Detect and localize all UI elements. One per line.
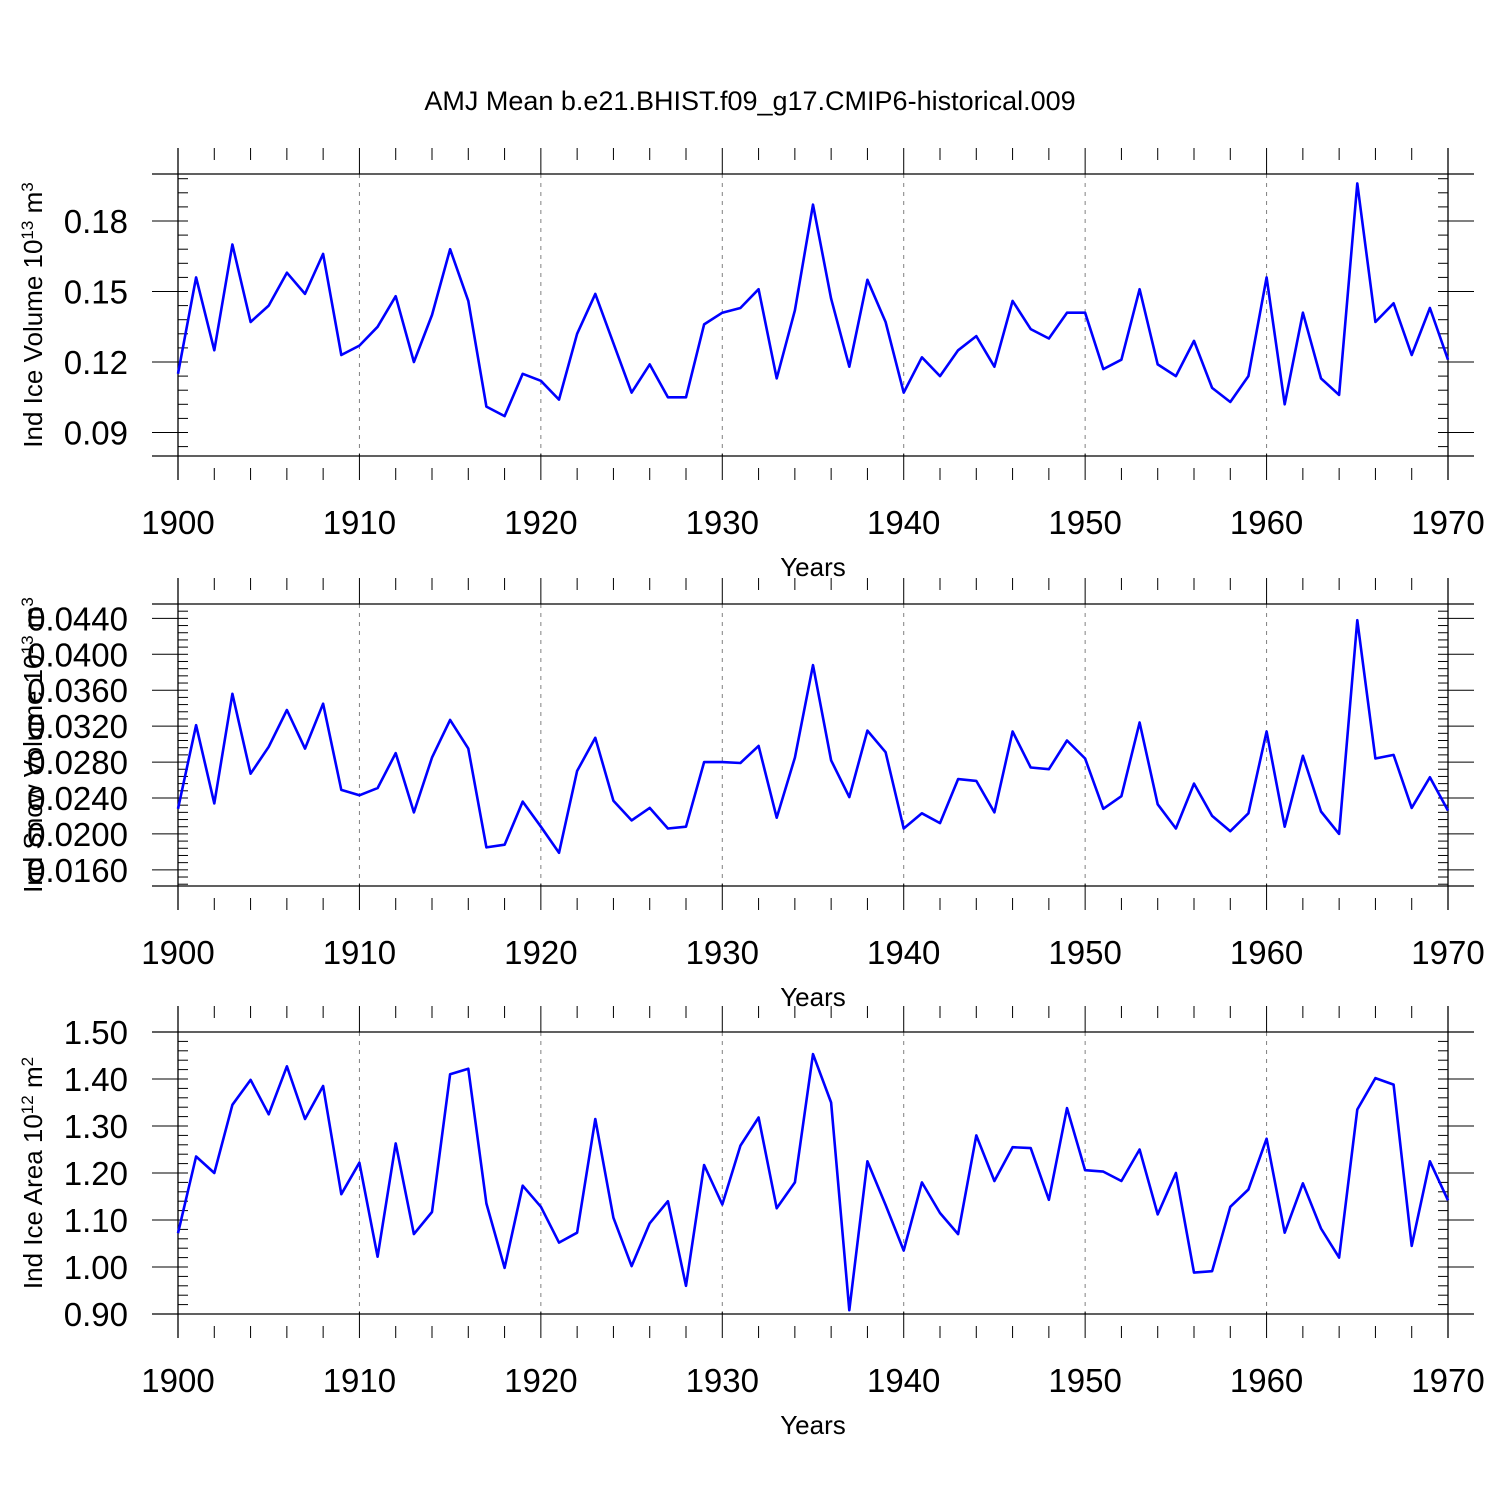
- y-tick-label: 0.0360: [27, 672, 128, 709]
- y-axis-label: Ind Ice Area 1012 m2: [18, 1057, 49, 1289]
- y-tick-label: 1.50: [64, 1014, 128, 1051]
- y-tick-label: 0.0400: [27, 636, 128, 673]
- y-tick-label: 0.0160: [27, 852, 128, 889]
- y-tick-label: 0.15: [64, 274, 128, 311]
- x-tick-label: 1950: [1048, 1362, 1121, 1399]
- x-tick-label: 1950: [1048, 504, 1121, 541]
- panel-2: 1900 1910 1920 1930 1940 1950 1960 1970 Years 0.0…: [18, 578, 1485, 1012]
- y-tick-label: 0.0280: [27, 744, 128, 781]
- y-tick-label: 0.18: [64, 203, 128, 240]
- y-tick-label: 1.10: [64, 1202, 128, 1239]
- x-axis-label: Years: [780, 982, 846, 1012]
- panel-3: 1900 1910 1920 1930 1940 1950 1960 1970 Years 0.9…: [18, 1006, 1485, 1440]
- x-tick-label: 1930: [686, 1362, 759, 1399]
- y-tick-label: 1.20: [64, 1155, 128, 1192]
- x-tick-label: 1930: [686, 504, 759, 541]
- x-tick-label: 1960: [1230, 1362, 1303, 1399]
- x-tick-label: 1960: [1230, 504, 1303, 541]
- x-tick-label: 1940: [867, 1362, 940, 1399]
- x-axis-label: Years: [780, 552, 846, 582]
- x-tick-label: 1960: [1230, 934, 1303, 971]
- x-tick-label: 1910: [323, 1362, 396, 1399]
- x-tick-label: 1970: [1411, 934, 1484, 971]
- panel-1: 1900 1910 1920 1930 1940 1950 1960 1970 Years 0.0…: [18, 148, 1485, 582]
- x-axis-label: Years: [780, 1410, 846, 1440]
- x-tick-label: 1950: [1048, 934, 1121, 971]
- series-line: [176, 182, 1450, 418]
- figure-title: AMJ Mean b.e21.BHIST.f09_g17.CMIP6-histo…: [424, 86, 1075, 116]
- series-line: [176, 618, 1450, 855]
- x-tick-label: 1910: [323, 934, 396, 971]
- y-tick-label: 1.00: [64, 1249, 128, 1286]
- y-tick-label: 0.0200: [27, 816, 128, 853]
- x-tick-label: 1900: [141, 934, 214, 971]
- series-line: [176, 1052, 1450, 1312]
- x-tick-label: 1920: [504, 504, 577, 541]
- y-tick-label: 0.09: [64, 415, 128, 452]
- x-tick-label: 1940: [867, 934, 940, 971]
- y-tick-label: 0.0240: [27, 780, 128, 817]
- x-tick-label: 1900: [141, 1362, 214, 1399]
- x-tick-label: 1930: [686, 934, 759, 971]
- x-tick-label: 1920: [504, 934, 577, 971]
- y-tick-label: 0.12: [64, 344, 128, 381]
- x-tick-label: 1970: [1411, 1362, 1484, 1399]
- x-tick-label: 1900: [141, 504, 214, 541]
- y-tick-label: 0.0320: [27, 708, 128, 745]
- y-tick-label: 1.30: [64, 1108, 128, 1145]
- y-tick-label: 0.90: [64, 1296, 128, 1333]
- y-tick-label: 1.40: [64, 1061, 128, 1098]
- y-axis-label: Ind Snow Volume 1013 m3: [18, 597, 49, 893]
- x-tick-label: 1910: [323, 504, 396, 541]
- x-tick-label: 1970: [1411, 504, 1484, 541]
- x-tick-label: 1940: [867, 504, 940, 541]
- y-tick-label: 0.0440: [27, 600, 128, 637]
- y-axis-label: Ind Ice Volume 1013 m3: [18, 182, 49, 447]
- x-tick-label: 1920: [504, 1362, 577, 1399]
